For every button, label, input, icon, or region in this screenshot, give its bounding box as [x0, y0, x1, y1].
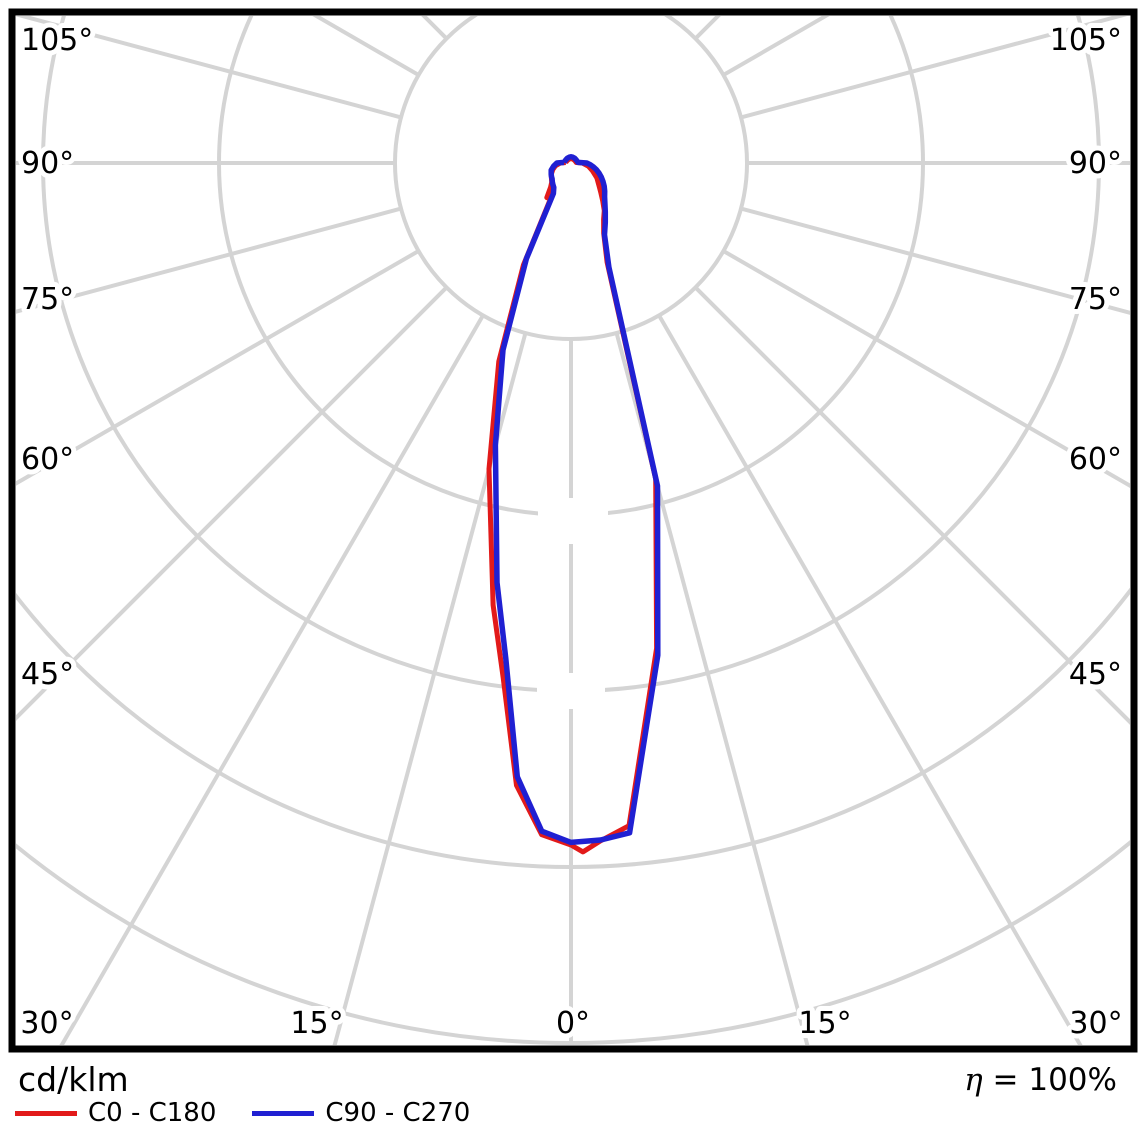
- grid-spoke: [59, 314, 485, 1045]
- angle-label-right: 105°: [1050, 23, 1122, 58]
- angle-label-left: 75°: [21, 282, 74, 317]
- angle-label-left: 105°: [21, 23, 93, 58]
- units-label: cd/klm: [18, 1060, 129, 1099]
- angle-label-right: 90°: [1069, 146, 1122, 181]
- angle-label-right: 45°: [1069, 657, 1122, 692]
- grid-spoke: [722, 249, 1130, 489]
- plot-border: [8, 8, 1138, 1053]
- efficiency-value: = 100%: [992, 1062, 1117, 1098]
- efficiency-label: η = 100%: [964, 1062, 1117, 1098]
- angle-label-left: 60°: [21, 442, 74, 477]
- angle-label-left: 45°: [21, 657, 74, 692]
- grid-spoke: [332, 332, 528, 1045]
- angle-label-right: 75°: [1069, 282, 1122, 317]
- angle-label-right: 60°: [1069, 442, 1122, 477]
- angle-labels: 105° 90° 75° 60° 45° 105° 90° 75° 60° 45° 30° 15° 0°…: [15, 18, 1127, 1046]
- grid-spoke: [740, 206, 1130, 315]
- angle-label-bottom: 0°: [556, 1006, 590, 1041]
- legend-swatch-c90-c270: [252, 1110, 315, 1116]
- angle-label-bottom: 30°: [20, 1006, 73, 1041]
- grid-mask-patch: [537, 673, 605, 709]
- legend-label-c0-c180: C0 - C180: [88, 1098, 217, 1128]
- eta-symbol: η: [964, 1062, 983, 1098]
- legend-label-c90-c270: C90 - C270: [325, 1098, 471, 1128]
- grid-spoke: [16, 249, 420, 486]
- grid-spoke: [16, 16, 402, 120]
- angle-label-left: 90°: [21, 146, 74, 181]
- grid-spoke: [657, 314, 1083, 1045]
- grid-spoke: [740, 16, 1128, 120]
- grid-spoke: [16, 286, 448, 721]
- legend: C0 - C180 C90 - C270: [15, 1098, 470, 1128]
- legend-swatch-c0-c180: [15, 1110, 77, 1116]
- grid-mask-patch: [538, 498, 608, 544]
- angle-label-bottom: 30°: [1069, 1006, 1122, 1041]
- grid-spoke: [614, 332, 810, 1045]
- legend-item-c90-c270: C90 - C270: [252, 1098, 470, 1128]
- intensity-curve-c90-c270: [492, 154, 661, 846]
- grid-circle: [393, 16, 749, 341]
- angle-label-bottom: 15°: [290, 1006, 343, 1041]
- intensity-curves: [486, 154, 661, 855]
- grid-spoke: [694, 286, 1130, 725]
- legend-item-c0-c180: C0 - C180: [15, 1098, 216, 1128]
- angle-label-bottom: 15°: [798, 1006, 851, 1041]
- grid-spoke: [16, 206, 402, 314]
- grid-mask-patches: [537, 498, 608, 709]
